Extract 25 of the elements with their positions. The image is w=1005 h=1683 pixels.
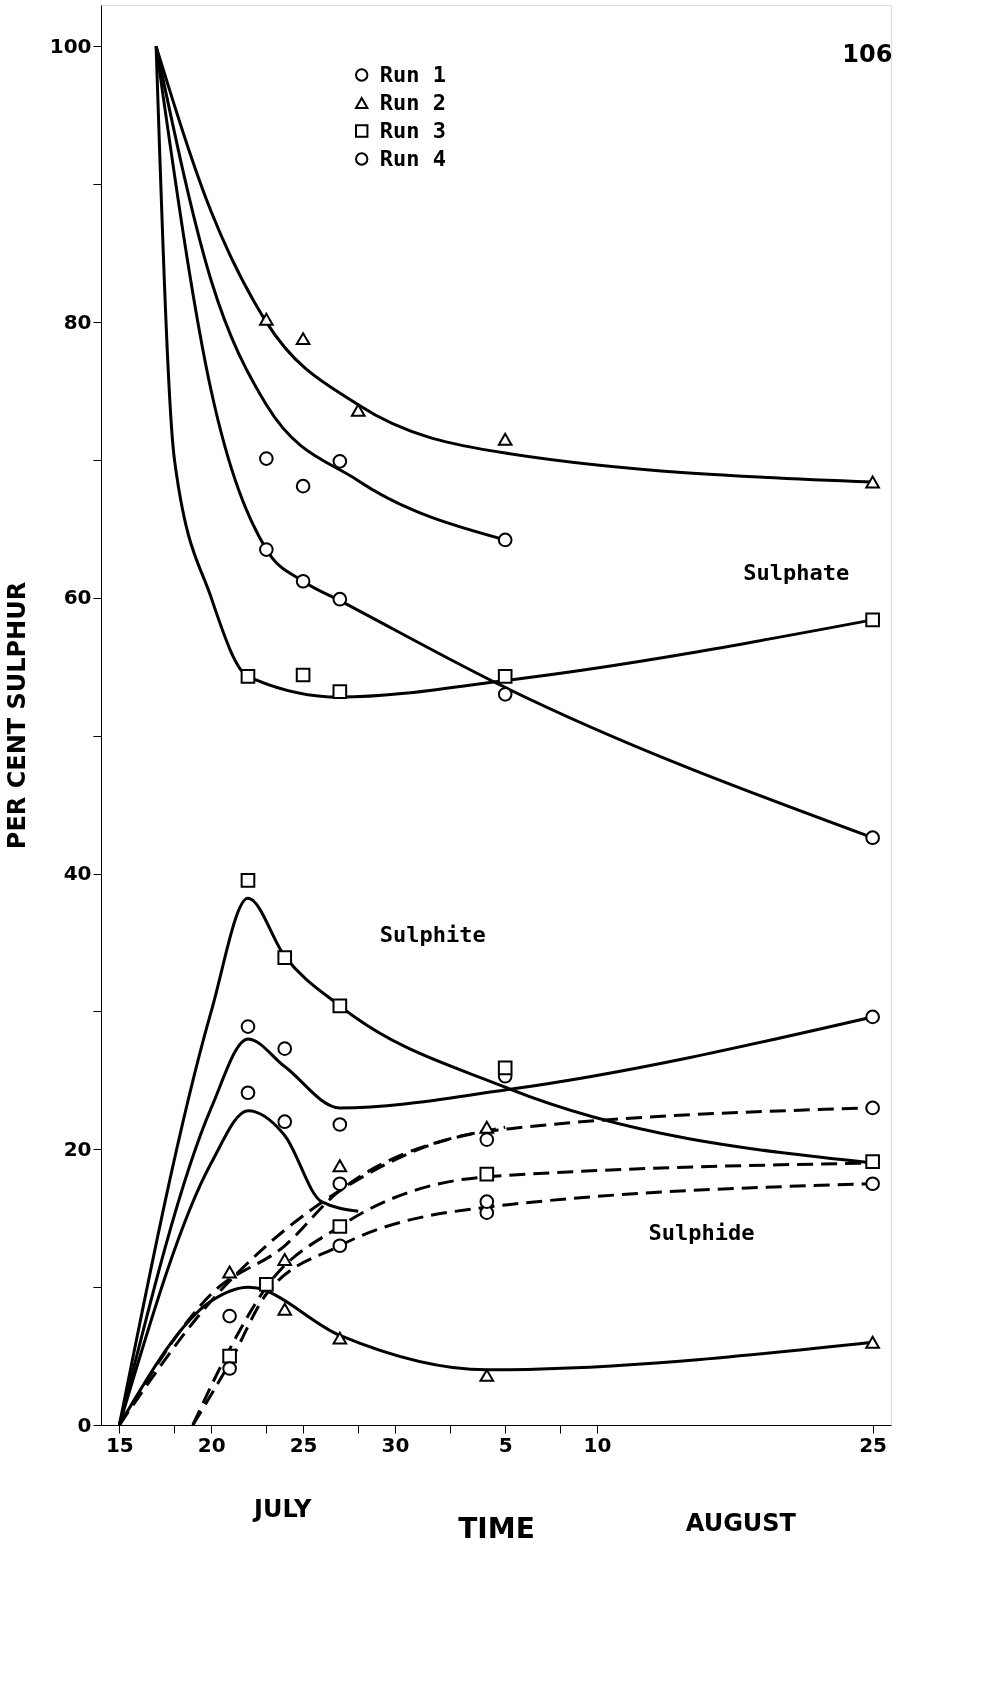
annotation: Sulphide	[648, 1220, 755, 1246]
annotation: Sulphate	[743, 560, 850, 585]
annotation: Sulphite	[379, 922, 486, 948]
legend-label: Run 2	[379, 90, 446, 115]
y-tick-label: 0	[77, 1412, 92, 1437]
y-tick-label: 80	[63, 309, 92, 334]
legend-label: Run 3	[379, 118, 446, 143]
x-tick-label: 25	[289, 1432, 318, 1457]
annotation: 106	[842, 39, 893, 68]
y-axis-title: PER CENT SULPHUR	[2, 581, 31, 850]
y-tick-label: 100	[49, 33, 92, 58]
y-tick-label: 40	[63, 861, 92, 886]
y-tick-label: 20	[63, 1136, 92, 1161]
legend-label: Run 1	[379, 62, 446, 87]
x-tick-label: 30	[381, 1432, 410, 1457]
x-tick-label: 25	[859, 1432, 888, 1457]
x-tick-label: 10	[583, 1432, 612, 1457]
text: AUGUST	[685, 1509, 797, 1538]
x-tick-label: 20	[197, 1432, 226, 1457]
y-tick-label: 60	[63, 585, 92, 610]
x-tick-label: 5	[498, 1432, 513, 1457]
legend-label: Run 4	[379, 146, 446, 171]
x-axis-title: TIME	[458, 1511, 535, 1545]
x-tick-label: 15	[105, 1432, 134, 1457]
text: JULY	[252, 1495, 312, 1524]
